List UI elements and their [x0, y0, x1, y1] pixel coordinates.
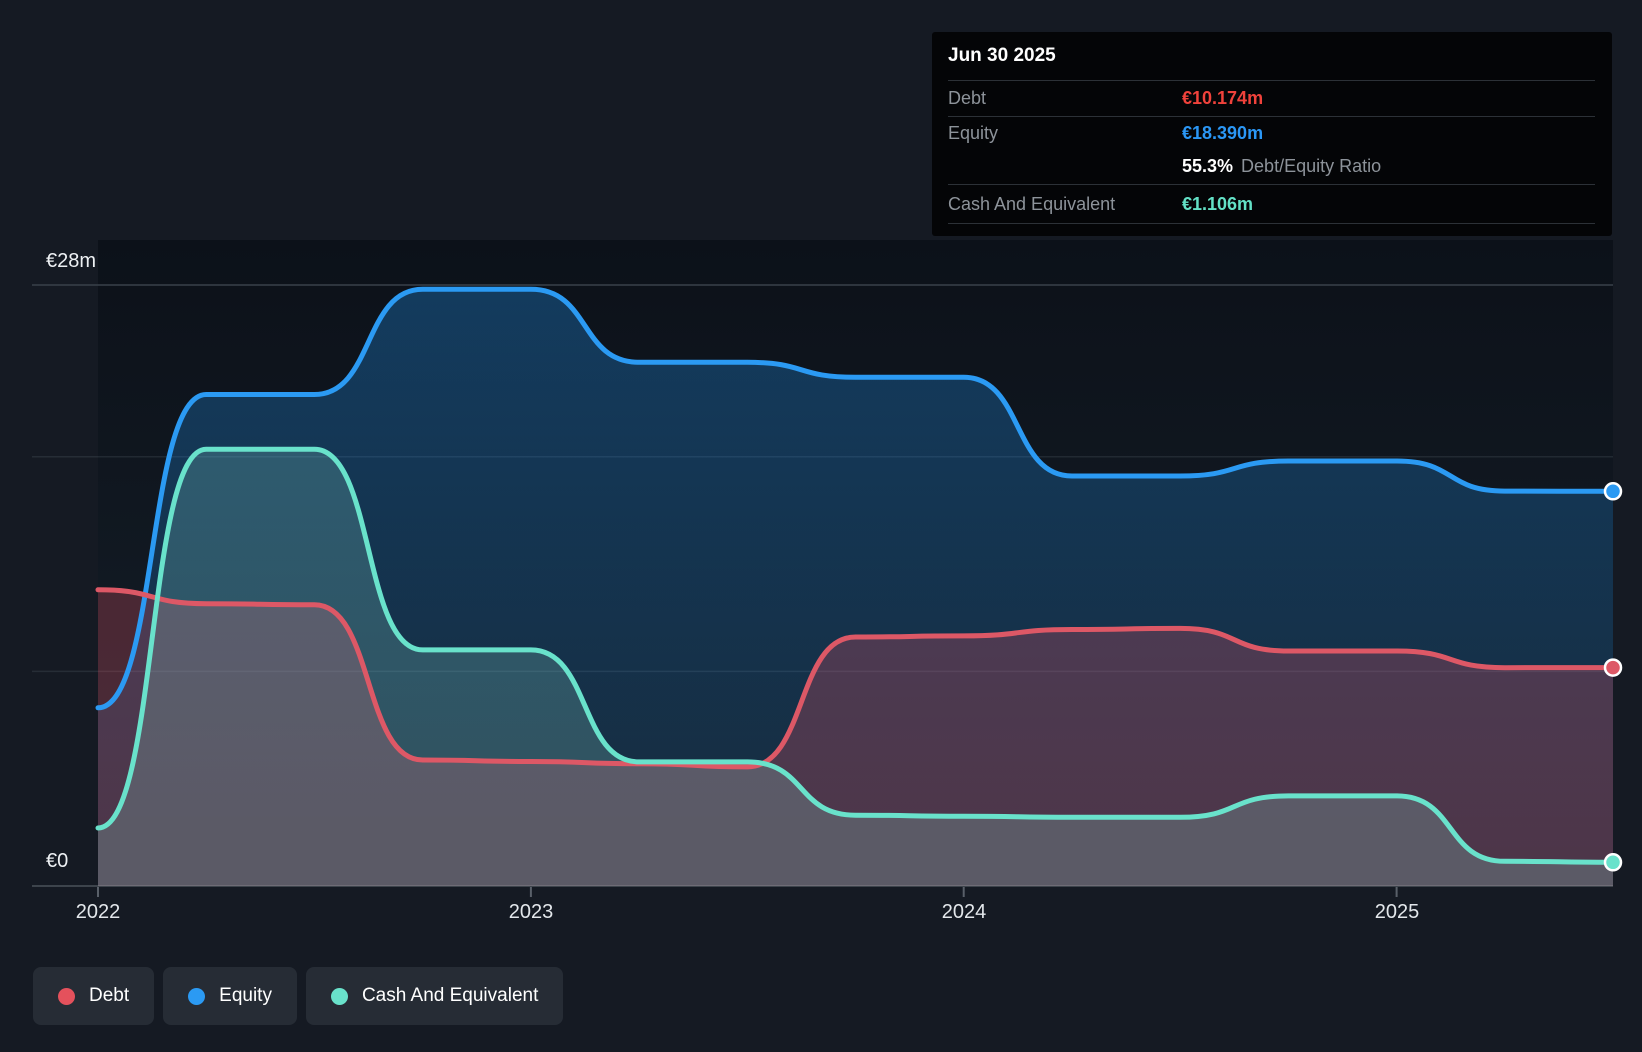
- debt-line: [95, 587, 1616, 770]
- legend-cash-label: Cash And Equivalent: [361, 985, 539, 1006]
- debt-legend-dot-icon: [58, 987, 75, 1005]
- y-axis-label-top: €28m: [46, 250, 97, 272]
- legend-debt-label: Debt: [89, 985, 130, 1006]
- legend-equity-label: Equity: [219, 985, 272, 1006]
- tooltip-equity-label: Equity: [948, 122, 999, 143]
- tooltip-ratio-value: 55.3%: [1182, 156, 1234, 176]
- legend-item-cash[interactable]: Cash And Equivalent: [305, 967, 564, 1025]
- y-axis-label-zero: €0: [46, 850, 69, 872]
- chart-tooltip: Jun 30 2025 Debt €10.174m Equity €18.390…: [932, 32, 1612, 236]
- x-axis-label-2023: 2023: [508, 901, 554, 923]
- tooltip-equity-value: €18.390m: [1182, 122, 1264, 143]
- tooltip-ratio-label: Debt/Equity Ratio: [1241, 156, 1382, 176]
- chart-legend: Debt Equity Cash And Equivalent: [33, 967, 564, 1025]
- equity-legend-dot-icon: [188, 987, 206, 1005]
- equity-area: [98, 289, 1613, 886]
- debt-endpoint-dot[interactable]: [1603, 658, 1623, 677]
- cash-and-equivalent-area: [98, 449, 1613, 886]
- tooltip-cash-label: Cash And Equivalent: [948, 193, 1116, 214]
- legend-item-equity[interactable]: Equity: [163, 967, 297, 1025]
- tooltip-debt-label: Debt: [948, 88, 987, 108]
- tooltip-cash-value: €1.106m: [1182, 193, 1254, 214]
- legend-item-debt[interactable]: Debt: [33, 967, 155, 1025]
- tooltip-date: Jun 30 2025: [948, 32, 1595, 81]
- tooltip-debt-value: €10.174m: [1182, 88, 1264, 108]
- equity-endpoint-dot[interactable]: [1603, 482, 1623, 501]
- x-axis-label-2022: 2022: [75, 901, 121, 923]
- tooltip-row-debt: Debt €10.174m: [948, 81, 1595, 117]
- tooltip-row-ratio: 55.3% Debt/Equity Ratio: [948, 149, 1595, 185]
- tooltip-row-equity: Equity €18.390m: [948, 117, 1595, 149]
- cash-and-equivalent-line: [95, 446, 1616, 865]
- debt-area: [98, 589, 1613, 886]
- x-axis-label-2025: 2025: [1374, 901, 1420, 923]
- cash-and-equivalent-endpoint-dot[interactable]: [1603, 853, 1623, 872]
- x-axis-label-2024: 2024: [941, 901, 987, 923]
- tooltip-row-cash: Cash And Equivalent €1.106m: [948, 185, 1595, 224]
- equity-line: [95, 286, 1616, 711]
- cash-legend-dot-icon: [330, 987, 348, 1005]
